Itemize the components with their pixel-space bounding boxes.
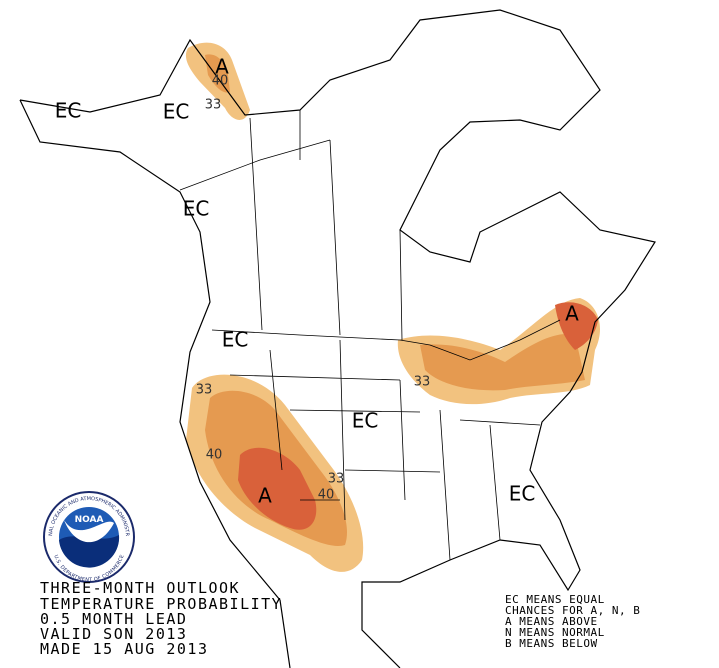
map-label: EC xyxy=(183,197,210,221)
map-label: 33 xyxy=(328,472,345,487)
title-line: THREE-MONTH OUTLOOK xyxy=(40,579,240,597)
legend-line: N MEANS NORMAL xyxy=(505,626,605,639)
map-label: 40 xyxy=(212,74,229,89)
map-label: 40 xyxy=(318,488,335,503)
legend-line: B MEANS BELOW xyxy=(505,637,598,650)
coastline xyxy=(19,9,656,668)
coastline xyxy=(19,99,291,668)
province-border xyxy=(179,110,403,341)
legend-line: EC MEANS EQUAL xyxy=(505,593,605,606)
map-label: A xyxy=(565,302,579,326)
title-line: VALID SON 2013 xyxy=(40,625,187,643)
map-label: EC xyxy=(509,482,536,506)
map-label: EC xyxy=(163,100,190,124)
title-line: 0.5 MONTH LEAD xyxy=(40,610,187,628)
map-label: 40 xyxy=(206,448,223,463)
map-label: A xyxy=(215,55,229,79)
shade-above-50 xyxy=(238,447,317,530)
map-label: A xyxy=(258,484,272,508)
title-line: TEMPERATURE PROBABILITY xyxy=(40,595,282,613)
title-block: THREE-MONTH OUTLOOK TEMPERATURE PROBABIL… xyxy=(40,579,282,658)
state-border xyxy=(229,339,541,561)
shade-above-50 xyxy=(555,302,598,350)
shade-above-40 xyxy=(205,54,230,93)
outlines xyxy=(19,9,656,668)
map-label: 33 xyxy=(414,375,431,390)
shading xyxy=(185,42,600,572)
logo-gull xyxy=(64,520,114,543)
map-label: EC xyxy=(352,409,379,433)
map-label: 33 xyxy=(196,383,213,398)
map-labels: EC EC A 40 33 EC EC 33 40 A 33 40 EC A 3… xyxy=(55,55,579,508)
logo-wave xyxy=(59,535,120,568)
legend-line: A MEANS ABOVE xyxy=(505,615,598,628)
title-line: MADE 15 AUG 2013 xyxy=(40,640,209,658)
country-border xyxy=(211,319,561,361)
map-label: EC xyxy=(55,99,82,123)
shade-above-40 xyxy=(420,334,585,391)
legend-line: CHANCES FOR A, N, B xyxy=(505,604,640,617)
legend-block: EC MEANS EQUAL CHANCES FOR A, N, B A MEA… xyxy=(505,593,640,650)
map-label: 33 xyxy=(205,98,222,113)
logo-name: NOAA xyxy=(75,515,104,525)
map-label: EC xyxy=(222,328,249,352)
